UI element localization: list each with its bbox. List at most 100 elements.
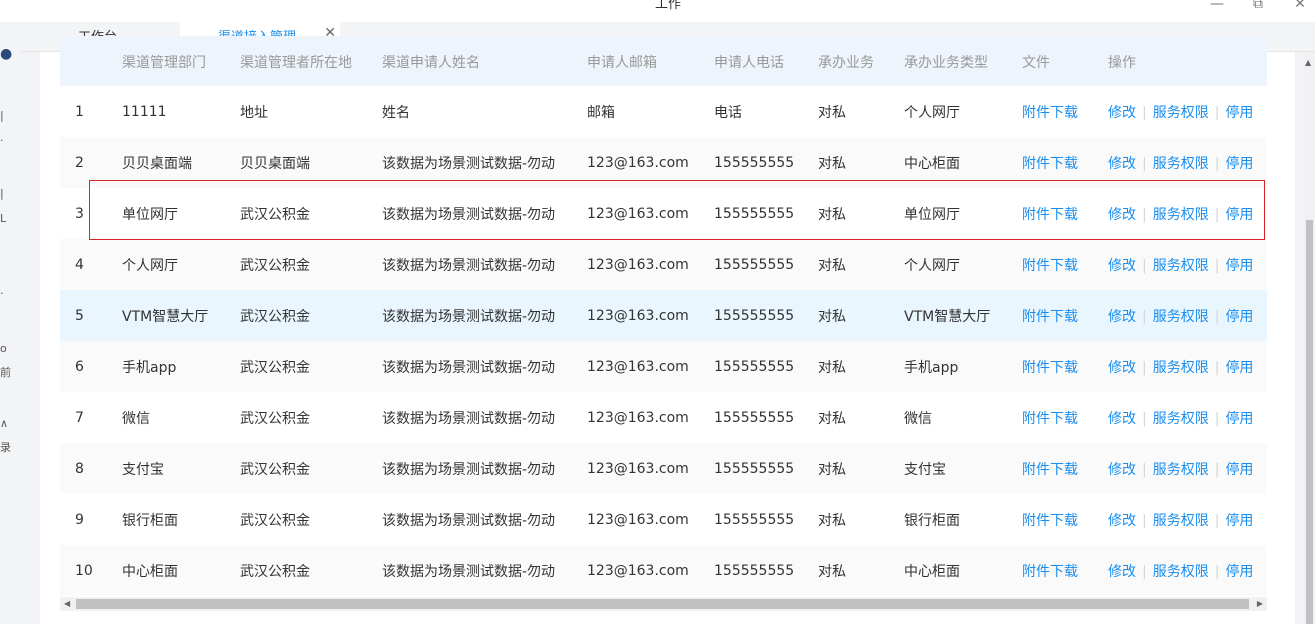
cell-type: 支付宝 bbox=[904, 461, 946, 478]
cell-idx: 10 bbox=[75, 562, 93, 579]
cell-location: 武汉公积金 bbox=[240, 257, 310, 274]
download-attachment-link[interactable]: 附件下载 bbox=[1022, 308, 1078, 325]
action-separator: | bbox=[1214, 563, 1220, 580]
edit-link[interactable]: 修改 bbox=[1108, 155, 1136, 172]
cell-type: 个人网厅 bbox=[904, 104, 960, 121]
table-row: 4 个人网厅 武汉公积金 该数据为场景测试数据-勿动 123@163.com 155555… bbox=[60, 239, 1267, 290]
edit-link[interactable]: 修改 bbox=[1108, 308, 1136, 325]
edit-link[interactable]: 修改 bbox=[1108, 512, 1136, 529]
cell-phone: 155555555 bbox=[714, 307, 795, 324]
action-separator: | bbox=[1142, 461, 1147, 478]
cell-file: 附件下载 bbox=[1022, 137, 1108, 188]
cell-email: 邮箱 bbox=[587, 104, 615, 121]
cell-phone: 155555555 bbox=[714, 562, 795, 579]
disable-link[interactable]: 停用 bbox=[1225, 563, 1254, 580]
table-row: 10 中心柜面 武汉公积金 该数据为场景测试数据-勿动 123@163.com 15555… bbox=[60, 545, 1267, 596]
download-attachment-link[interactable]: 附件下载 bbox=[1022, 563, 1078, 580]
service-permission-link[interactable]: 服务权限 bbox=[1152, 359, 1209, 376]
edit-link[interactable]: 修改 bbox=[1108, 104, 1136, 121]
cell-actions: 修改 | 服务权限 | 停用 bbox=[1108, 341, 1267, 392]
cell-file: 附件下载 bbox=[1022, 188, 1108, 239]
edit-link[interactable]: 修改 bbox=[1108, 410, 1136, 427]
edit-link[interactable]: 修改 bbox=[1108, 257, 1136, 274]
restore-icon[interactable]: ⧉ bbox=[1253, 0, 1263, 12]
table-row: 5 VTM智慧大厅 武汉公积金 该数据为场景测试数据-勿动 123@163.com 155… bbox=[60, 290, 1267, 341]
minimize-icon[interactable]: — bbox=[1210, 0, 1224, 12]
horizontal-scrollbar[interactable]: ◀ ▶ bbox=[60, 597, 1267, 611]
col-header: 申请人邮箱 bbox=[587, 55, 657, 71]
vertical-scrollbar[interactable]: ▲ bbox=[1304, 52, 1315, 624]
cell-phone: 155555555 bbox=[714, 358, 795, 375]
scroll-right-icon[interactable]: ▶ bbox=[1256, 599, 1263, 608]
col-header: 渠道管理者所在地 bbox=[240, 55, 352, 71]
tab-workbench[interactable]: 工作台 bbox=[78, 30, 118, 45]
edit-link[interactable]: 修改 bbox=[1108, 359, 1136, 376]
download-attachment-link[interactable]: 附件下载 bbox=[1022, 206, 1078, 223]
download-attachment-link[interactable]: 附件下载 bbox=[1022, 155, 1078, 172]
scroll-up-icon[interactable]: ▲ bbox=[1305, 58, 1312, 67]
disable-link[interactable]: 停用 bbox=[1225, 104, 1254, 121]
close-window-icon[interactable]: ✕ bbox=[1294, 0, 1306, 12]
disable-link[interactable]: 停用 bbox=[1225, 257, 1254, 274]
cell-location: 武汉公积金 bbox=[240, 512, 310, 529]
edit-link[interactable]: 修改 bbox=[1108, 206, 1136, 223]
nav-fragment[interactable]: | bbox=[0, 109, 4, 122]
disable-link[interactable]: 停用 bbox=[1225, 512, 1254, 529]
service-permission-link[interactable]: 服务权限 bbox=[1152, 206, 1209, 223]
cell-file: 附件下载 bbox=[1022, 341, 1108, 392]
service-permission-link[interactable]: 服务权限 bbox=[1152, 410, 1209, 427]
nav-fragment[interactable]: o bbox=[0, 342, 7, 355]
service-permission-link[interactable]: 服务权限 bbox=[1152, 461, 1209, 478]
cell-name: 该数据为场景测试数据-勿动 bbox=[382, 257, 556, 274]
cell-type: 个人网厅 bbox=[904, 257, 960, 274]
vertical-scroll-thumb[interactable] bbox=[1306, 220, 1313, 624]
cell-actions: 修改 | 服务权限 | 停用 bbox=[1108, 443, 1267, 494]
close-tab-icon[interactable]: ✕ bbox=[324, 25, 336, 41]
service-permission-link[interactable]: 服务权限 bbox=[1152, 512, 1209, 529]
left-nav-strip: ● | · | L · o 前 ∧ 录 bbox=[0, 22, 20, 624]
disable-link[interactable]: 停用 bbox=[1225, 410, 1254, 427]
service-permission-link[interactable]: 服务权限 bbox=[1152, 257, 1209, 274]
col-header: 文件 bbox=[1022, 55, 1050, 71]
service-permission-link[interactable]: 服务权限 bbox=[1152, 104, 1209, 121]
disable-link[interactable]: 停用 bbox=[1225, 461, 1254, 478]
nav-avatar-icon[interactable]: ● bbox=[0, 46, 12, 62]
disable-link[interactable]: 停用 bbox=[1225, 206, 1254, 223]
download-attachment-link[interactable]: 附件下载 bbox=[1022, 104, 1078, 121]
download-attachment-link[interactable]: 附件下载 bbox=[1022, 359, 1078, 376]
tab-channel-access[interactable]: 渠道接入管理 ✕ bbox=[180, 22, 340, 52]
disable-link[interactable]: 停用 bbox=[1225, 359, 1254, 376]
scroll-left-icon[interactable]: ◀ bbox=[64, 599, 71, 608]
cell-business: 对私 bbox=[818, 563, 846, 580]
download-attachment-link[interactable]: 附件下载 bbox=[1022, 410, 1078, 427]
table-row: 1 11111 地址 姓名 邮箱 电话 对私 个人网厅 附件下载 修改 | 服务权限 | 停用 bbox=[60, 86, 1267, 137]
nav-fragment[interactable]: ∧ bbox=[0, 417, 9, 430]
cell-file: 附件下载 bbox=[1022, 545, 1108, 596]
cell-location: 武汉公积金 bbox=[240, 410, 310, 427]
service-permission-link[interactable]: 服务权限 bbox=[1152, 308, 1209, 325]
table-row: 3 单位网厅 武汉公积金 该数据为场景测试数据-勿动 123@163.com 155555… bbox=[60, 188, 1267, 239]
action-separator: | bbox=[1142, 308, 1147, 325]
action-separator: | bbox=[1142, 155, 1147, 172]
cell-idx: 5 bbox=[75, 307, 84, 324]
cell-location: 武汉公积金 bbox=[240, 563, 310, 580]
edit-link[interactable]: 修改 bbox=[1108, 461, 1136, 478]
horizontal-scroll-thumb[interactable] bbox=[76, 599, 1249, 609]
nav-fragment[interactable]: | bbox=[0, 187, 4, 200]
edit-link[interactable]: 修改 bbox=[1108, 563, 1136, 580]
service-permission-link[interactable]: 服务权限 bbox=[1152, 155, 1209, 172]
cell-type: 中心柜面 bbox=[904, 155, 960, 172]
download-attachment-link[interactable]: 附件下载 bbox=[1022, 461, 1078, 478]
cell-type: 微信 bbox=[904, 410, 932, 427]
cell-location: 武汉公积金 bbox=[240, 359, 310, 376]
cell-name: 该数据为场景测试数据-勿动 bbox=[382, 308, 556, 325]
cell-name: 该数据为场景测试数据-勿动 bbox=[382, 410, 556, 427]
service-permission-link[interactable]: 服务权限 bbox=[1152, 563, 1209, 580]
disable-link[interactable]: 停用 bbox=[1225, 155, 1254, 172]
download-attachment-link[interactable]: 附件下载 bbox=[1022, 512, 1078, 529]
download-attachment-link[interactable]: 附件下载 bbox=[1022, 257, 1078, 274]
tab-label: 渠道接入管理 bbox=[218, 30, 297, 45]
cell-phone: 155555555 bbox=[714, 511, 795, 528]
cell-dept: 贝贝桌面端 bbox=[122, 155, 192, 172]
disable-link[interactable]: 停用 bbox=[1225, 308, 1254, 325]
